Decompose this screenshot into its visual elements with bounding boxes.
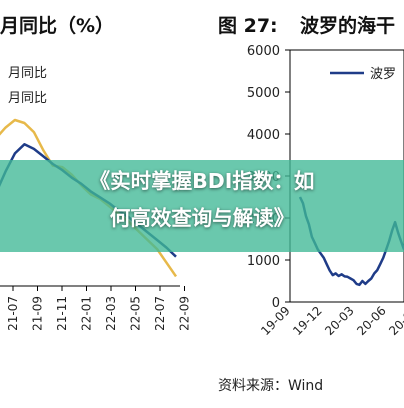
right-x-tick-label: 20-03 — [322, 304, 357, 339]
left-x-tick-label: 21-11 — [55, 296, 69, 331]
right-y-tick-label: 4000 — [247, 128, 280, 143]
right-x-tick-label: 19-12 — [290, 304, 325, 339]
overlay-banner — [0, 160, 404, 252]
left-x-tick-label: 22-05 — [129, 296, 143, 331]
overlay-banner-title[interactable]: 《实时掌握BDI指数：如 何高效查询与解读》 — [0, 163, 404, 237]
right-y-tick-label: 5000 — [247, 86, 280, 101]
left-chart-title: 月同比（%） — [0, 14, 114, 37]
overlay-banner-line-2: 何高效查询与解读》 — [109, 206, 295, 230]
left-legend-label-2: 月同比 — [8, 91, 47, 106]
right-y-tick-label: 6000 — [247, 44, 280, 59]
left-x-tick-label: 22-09 — [178, 296, 192, 331]
right-legend-label: 波罗 — [370, 67, 396, 82]
left-x-tick-labels: 21-07 21-09 21-11 22-01 22-03 22-05 22-07 22-09 — [6, 286, 192, 331]
right-chart-title: 波罗的海干 — [300, 14, 395, 37]
left-x-tick-label: 21-09 — [31, 296, 45, 331]
overlay-banner-line-1: 《实时掌握BDI指数：如 — [89, 169, 315, 193]
right-y-tick-label: 0 — [272, 296, 280, 311]
left-x-tick-label: 22-01 — [80, 296, 94, 331]
data-source-note: 资料来源：Wind — [218, 378, 323, 394]
right-figure-number: 图 27: — [218, 15, 278, 37]
right-x-tick-label: 20-06 — [354, 304, 389, 339]
left-x-tick-label: 22-07 — [153, 296, 167, 331]
left-x-tick-label: 22-03 — [104, 296, 118, 331]
left-x-tick-label: 21-07 — [6, 296, 20, 331]
left-legend-label-1: 月同比 — [8, 66, 47, 81]
right-y-tick-label: 1000 — [247, 254, 280, 269]
right-x-tick-label: 20-09 — [386, 304, 404, 339]
